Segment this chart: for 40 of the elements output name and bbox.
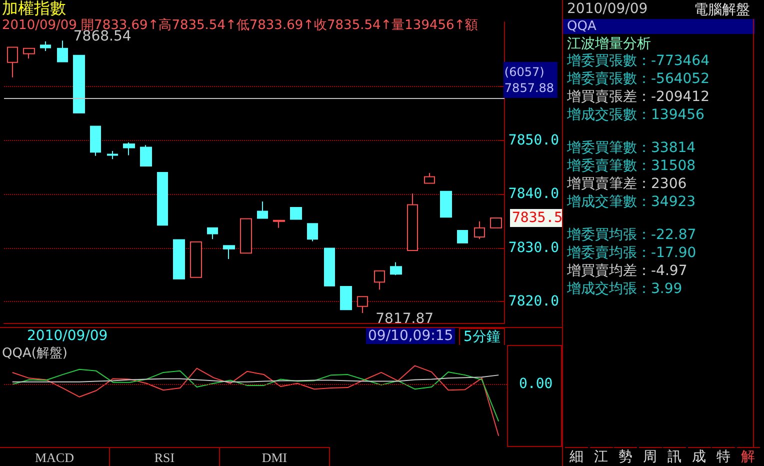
text: 增買賣筆差：2306 — [567, 176, 687, 193]
annotation: 7817.87 — [376, 310, 434, 327]
y-tick-label: 7840.0 — [508, 186, 560, 202]
text: RSI — [110, 447, 220, 466]
text: 江 — [590, 447, 612, 466]
text: 增委賣筆數：31508 — [567, 158, 696, 175]
text: 增成交均張：3.99 — [567, 281, 682, 298]
text: QQA — [563, 19, 755, 34]
text: 江波增量分析 — [567, 35, 651, 53]
text: 電腦解盤 — [694, 1, 750, 19]
text: 訊 — [663, 447, 686, 466]
text: DMI — [220, 447, 330, 466]
text: 增委買筆數：33814 — [567, 140, 696, 157]
text: 解 — [736, 447, 760, 466]
ref-line-label: (6057) 7857.88 — [504, 64, 554, 95]
text: 成 — [688, 447, 710, 466]
text: 增買賣張差：-209412 — [567, 89, 710, 106]
text: 5分鐘 — [459, 328, 505, 346]
y-tick-label: 7850.0 — [508, 132, 560, 148]
text: 增成交張數：139456 — [567, 107, 704, 124]
text: 特 — [712, 447, 735, 466]
text: 09/10,09:15 — [366, 328, 456, 344]
ref-line-label: 0.00 — [519, 376, 553, 392]
text: 增買賣均差：-4.97 — [567, 263, 688, 280]
text: 2010/09/09 — [567, 1, 648, 17]
chart-title: QQA(解盤) — [2, 346, 68, 361]
text: 7835.5 — [512, 210, 563, 226]
y-tick-label: 7830.0 — [508, 240, 560, 256]
text: 增委賣張數：-564052 — [567, 71, 710, 88]
chart-title: 加權指數 — [2, 0, 66, 18]
text: 周 — [638, 447, 662, 466]
text: MACD — [0, 447, 110, 466]
text: 勢 — [614, 447, 637, 466]
text: 增委買均張：-22.87 — [567, 227, 696, 244]
text: 增委買張數：-773464 — [567, 53, 710, 70]
y-tick-label: 7820.0 — [508, 294, 560, 310]
text: 細 — [565, 447, 588, 466]
text: 2010/09/09 — [26, 328, 109, 344]
text: 增委賣均張：-17.90 — [567, 245, 696, 262]
text: 增成交筆數：34923 — [567, 194, 696, 211]
